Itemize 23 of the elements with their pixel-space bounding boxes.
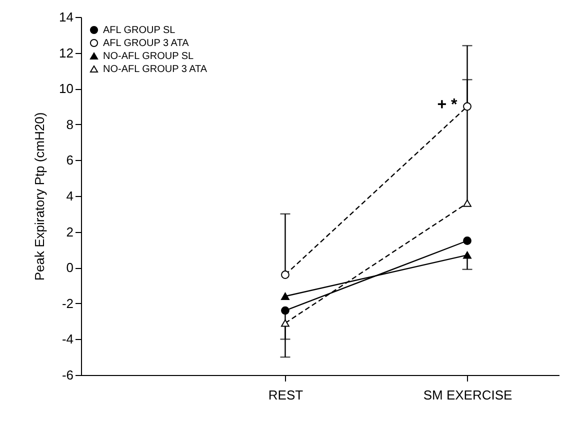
y-tick-label: 2 bbox=[66, 224, 74, 240]
x-tick-label: SM EXERCISE bbox=[423, 388, 512, 402]
annotation: + * bbox=[437, 96, 458, 114]
y-tick-label: 4 bbox=[66, 188, 74, 204]
y-tick-label: 14 bbox=[59, 10, 74, 24]
x-tick-label: REST bbox=[268, 388, 304, 402]
y-axis-title: Peak Expiratory Ptp (cmH20) bbox=[32, 112, 48, 281]
y-tick-label: -2 bbox=[62, 296, 74, 311]
point bbox=[463, 236, 472, 245]
legend-label: NO-AFL GROUP 3 ATA bbox=[103, 64, 208, 75]
point bbox=[281, 306, 290, 315]
point bbox=[281, 270, 290, 279]
legend-label: AFL GROUP 3 ATA bbox=[103, 38, 190, 49]
legend-label: AFL GROUP SL bbox=[103, 25, 176, 36]
point bbox=[463, 102, 472, 111]
y-tick-label: 12 bbox=[59, 45, 74, 60]
legend-label: NO-AFL GROUP SL bbox=[103, 51, 194, 62]
y-tick-label: 10 bbox=[59, 81, 74, 96]
y-tick-label: 0 bbox=[66, 260, 74, 276]
y-tick-label: 6 bbox=[66, 152, 74, 168]
y-tick-label: -6 bbox=[62, 368, 74, 382]
y-tick-label: 8 bbox=[66, 116, 74, 132]
y-tick-label: -4 bbox=[62, 332, 74, 347]
